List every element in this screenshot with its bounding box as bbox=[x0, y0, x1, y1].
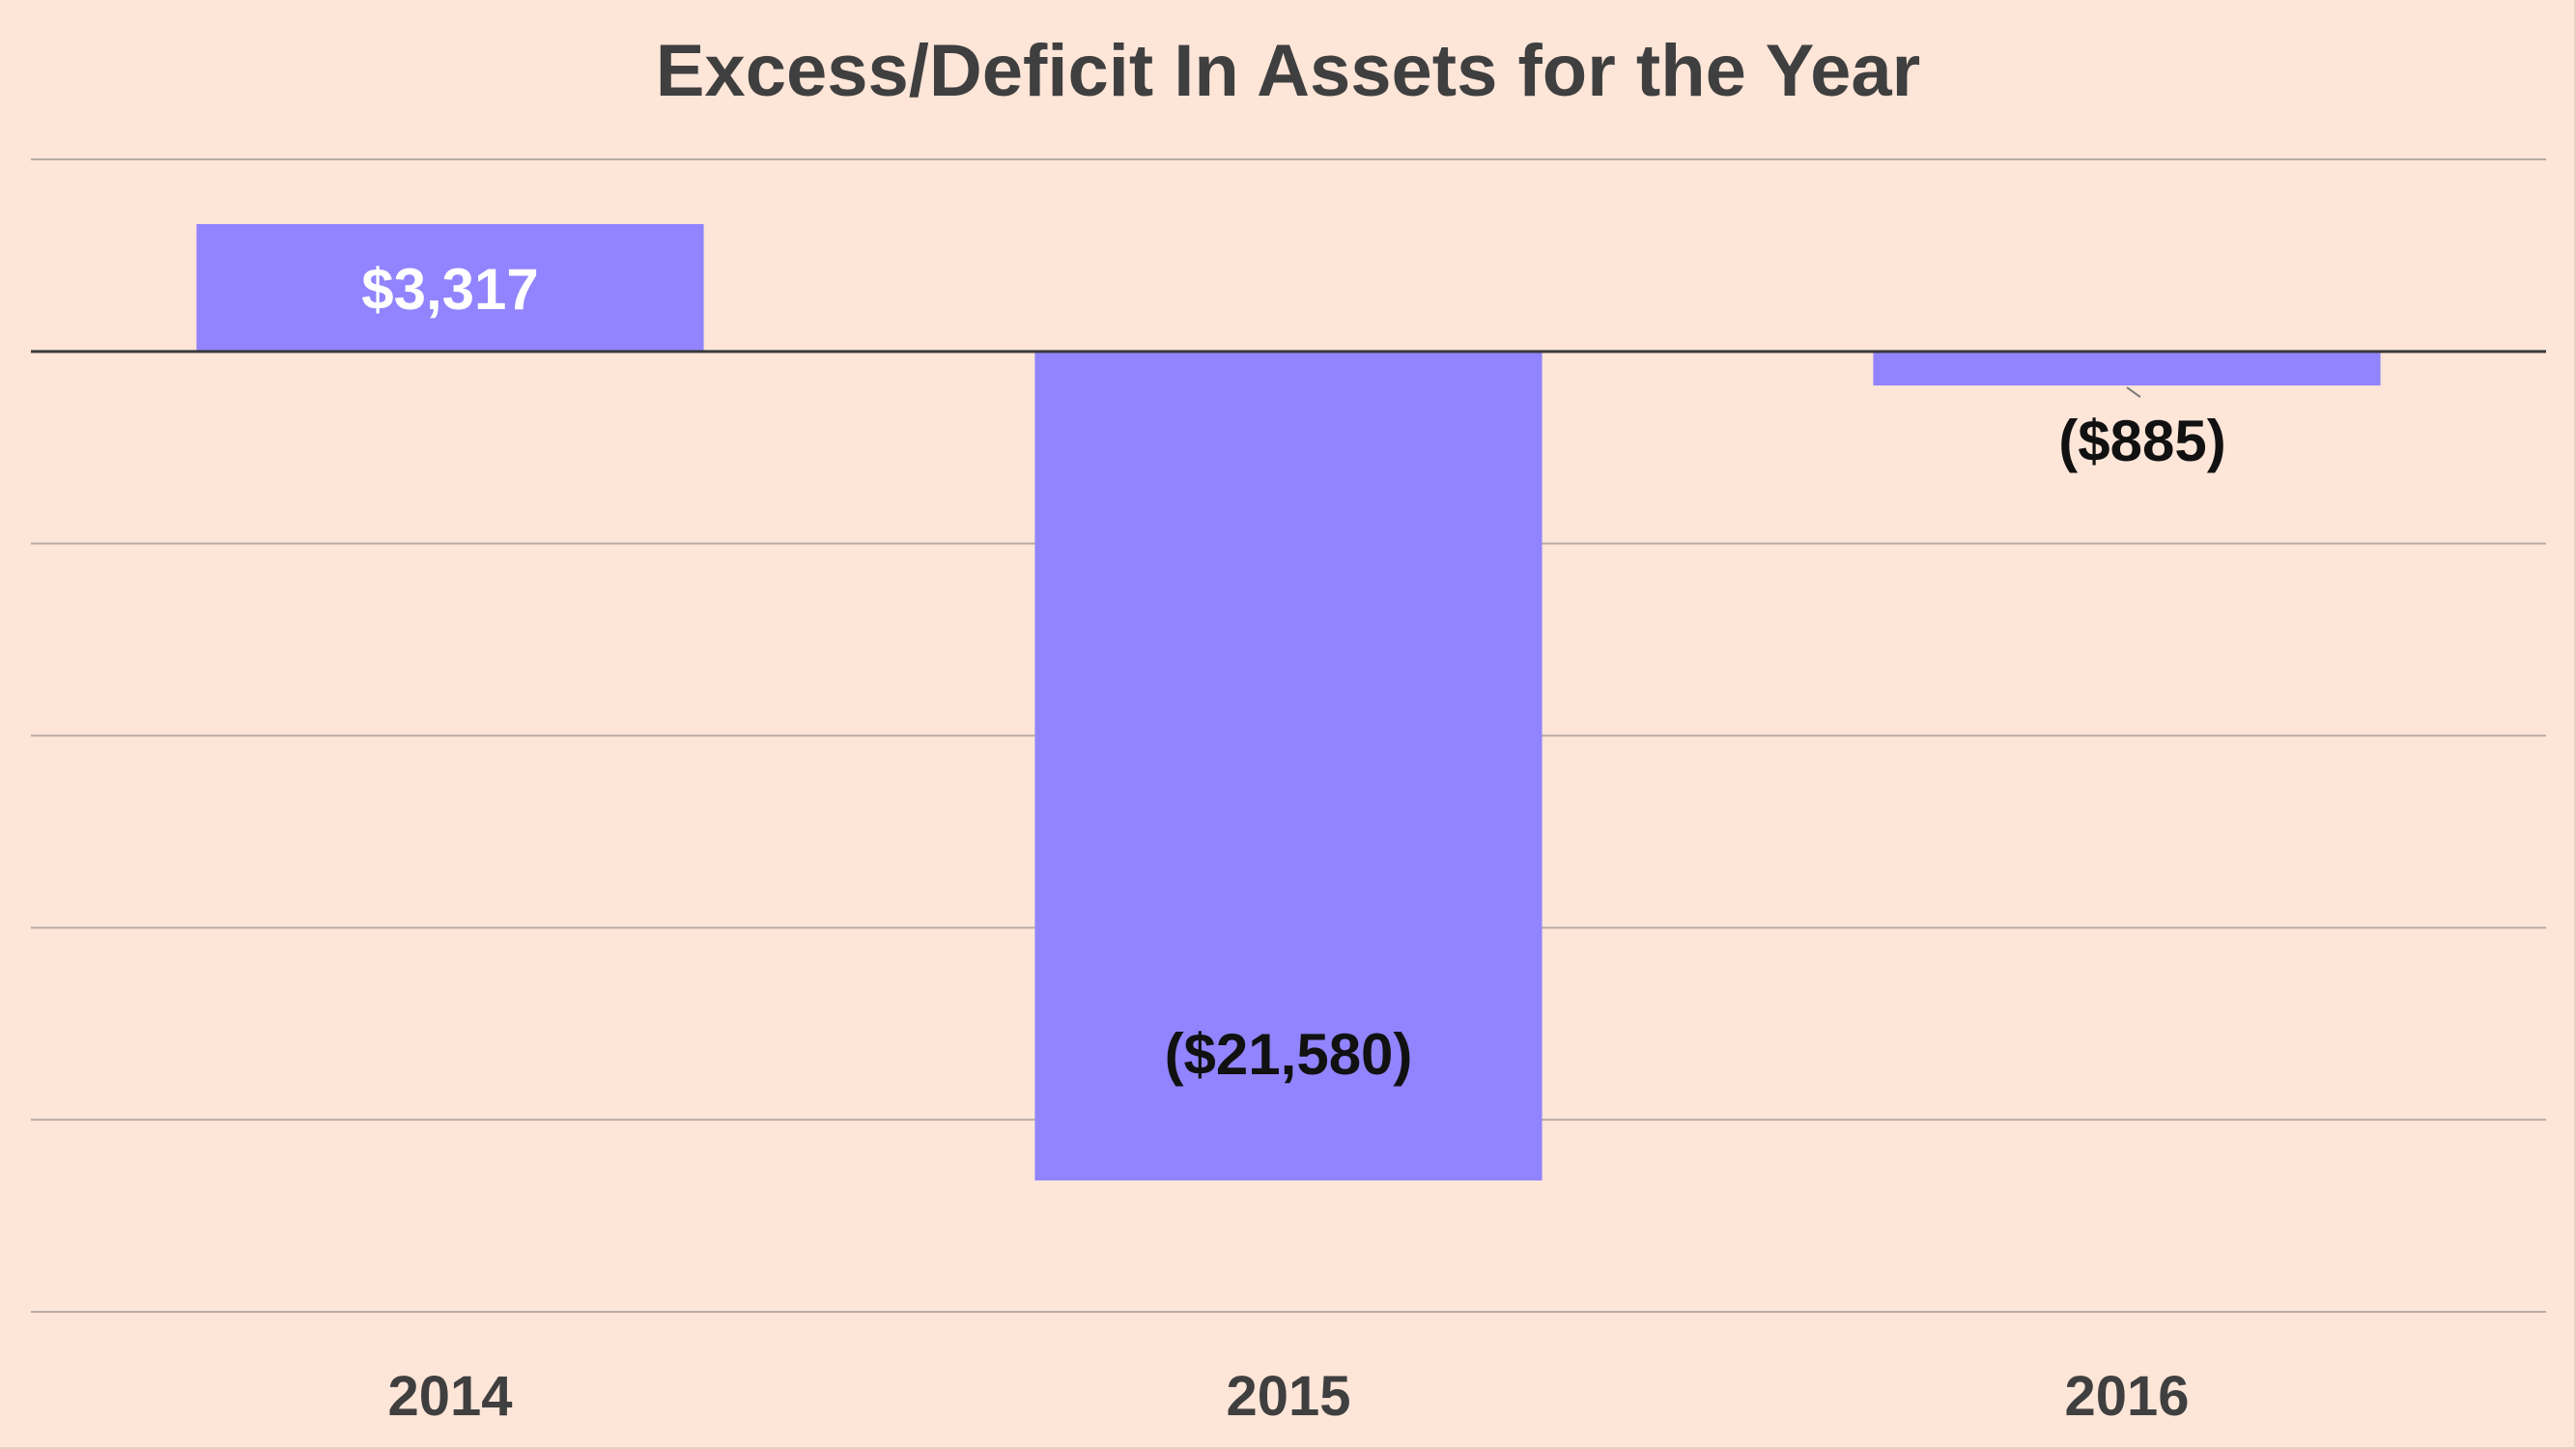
x-tick-label-2016: 2016 bbox=[2064, 1365, 2189, 1428]
bar-2016 bbox=[1873, 351, 2381, 386]
x-axis-ticks: 2014 2015 2016 bbox=[387, 1365, 2189, 1428]
data-labels: $3,317 ($21,580) ($885) bbox=[361, 257, 2225, 1087]
data-label-leader bbox=[2126, 386, 2141, 398]
x-tick-label-2014: 2014 bbox=[387, 1365, 512, 1428]
bars bbox=[196, 223, 2381, 1180]
data-label-2014: $3,317 bbox=[361, 257, 539, 322]
x-tick-label-2015: 2015 bbox=[1226, 1365, 1350, 1428]
bar-2014 bbox=[196, 223, 704, 352]
data-label-2015: ($21,580) bbox=[1165, 1022, 1413, 1087]
chart-title: Excess/Deficit In Assets for the Year bbox=[655, 30, 1921, 112]
bar-2015 bbox=[1034, 351, 1543, 1180]
data-label-2016: ($885) bbox=[2058, 409, 2225, 473]
